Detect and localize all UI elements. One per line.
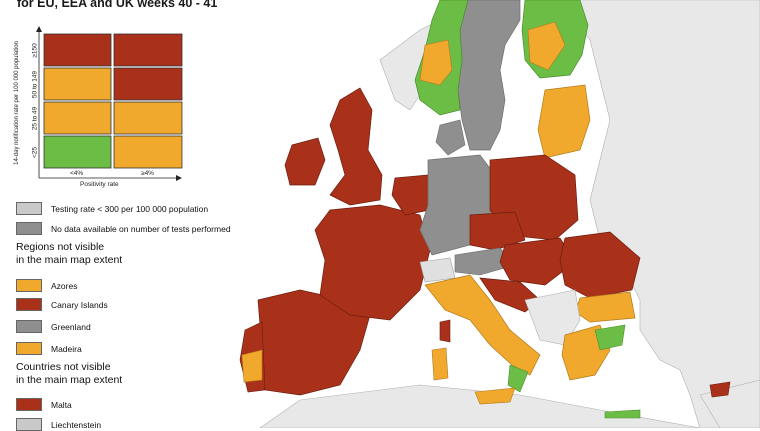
region-benelux <box>391 174 431 216</box>
arrow-up-icon <box>36 26 42 32</box>
legend-country: Malta <box>16 398 72 411</box>
legend-label: Greenland <box>51 321 91 332</box>
region-portugal-south <box>241 349 263 383</box>
legend-swatch <box>16 418 42 431</box>
region-uk <box>329 87 383 206</box>
legend-label: Testing rate < 300 per 100 000 populatio… <box>51 203 209 214</box>
matrix-y-label: 14-day notification rate per 100 000 pop… <box>14 41 20 165</box>
region-sardinia <box>431 347 449 381</box>
matrix-cell <box>43 135 112 169</box>
regions-heading: Regions not visible in the main map exte… <box>16 241 123 266</box>
region-france <box>314 204 431 321</box>
arrow-right-icon <box>176 175 182 181</box>
legend-label: Madeira <box>51 343 82 354</box>
legend-no-data: No data available on number of tests per… <box>16 222 231 235</box>
matrix-cell <box>43 33 112 67</box>
region-greece-green <box>594 324 626 351</box>
region-denmark <box>435 119 466 156</box>
map-title: for EU, EEA and UK weeks 40 - 41 <box>17 0 218 10</box>
legend-swatch <box>16 279 42 292</box>
legend-region: Azores <box>16 279 77 292</box>
legend-region: Canary Islands <box>16 298 108 311</box>
legend-label: No data available on number of tests per… <box>51 223 231 234</box>
region-crete <box>604 409 641 419</box>
legend-label: Malta <box>51 399 72 410</box>
region-switzerland <box>419 257 456 283</box>
legend-swatch <box>16 342 42 355</box>
region-hungary <box>499 237 576 286</box>
matrix-cell <box>43 67 112 101</box>
region-italy <box>424 274 541 376</box>
region-italy-south <box>507 364 529 393</box>
matrix-cell <box>113 67 183 101</box>
legend-swatch <box>16 320 42 333</box>
x-tick: ≥4% <box>141 170 154 177</box>
region-sicily <box>474 387 516 405</box>
legend-swatch <box>16 398 42 411</box>
y-tick: <25 <box>31 146 39 159</box>
region-baltics <box>537 84 591 159</box>
legend-label: Azores <box>51 280 78 291</box>
region-austria <box>454 247 516 276</box>
legend-region: Madeira <box>16 342 82 355</box>
region-corsica <box>439 319 451 343</box>
region-cyprus <box>709 381 731 398</box>
legend-swatch <box>16 298 42 311</box>
matrix-cell <box>43 101 112 135</box>
region-finland-south <box>527 21 566 71</box>
legend-region: Greenland <box>16 320 91 333</box>
region-norway-south <box>419 39 453 86</box>
legend-label: Canary Islands <box>51 299 108 310</box>
x-tick: <4% <box>70 170 84 177</box>
legend-testing-low: Testing rate < 300 per 100 000 populatio… <box>16 202 208 215</box>
matrix-cell <box>113 101 183 135</box>
rate-matrix <box>36 26 183 181</box>
matrix-x-label: Positivity rate <box>80 181 119 188</box>
non-eu-land <box>259 0 760 428</box>
legend-swatch <box>16 222 42 235</box>
legend-swatch <box>16 202 42 215</box>
legend-country: Liechtenstein <box>16 418 101 431</box>
matrix-cell <box>113 135 183 169</box>
region-sweden <box>457 0 521 151</box>
region-bulgaria <box>574 291 636 323</box>
legend-label: Liechtenstein <box>51 419 102 430</box>
matrix-cell <box>113 33 183 67</box>
countries-heading: Countries not visible in the main map ex… <box>16 361 123 386</box>
region-ireland <box>284 137 326 186</box>
